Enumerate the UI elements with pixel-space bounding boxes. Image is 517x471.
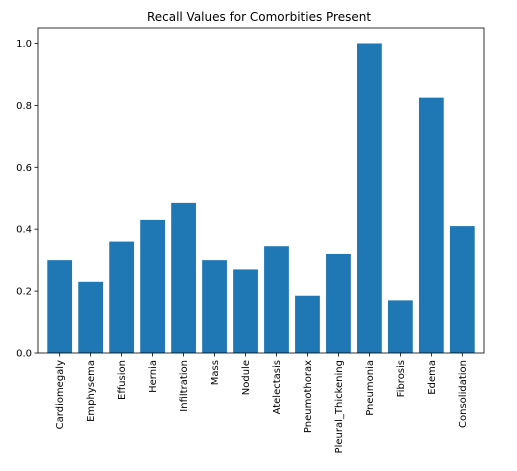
bar-emphysema: [78, 281, 104, 353]
bar-consolidation: [449, 226, 475, 353]
bar-effusion: [109, 241, 135, 353]
bar-pneumothorax: [295, 295, 320, 353]
bar-atelectasis: [264, 246, 289, 353]
x-tick-label: Mass: [210, 360, 221, 385]
bar-hernia: [140, 219, 165, 353]
x-tick-label: Infiltration: [179, 360, 190, 412]
x-tick-label: Cardiomegaly: [55, 360, 66, 429]
x-tick-label: Nodule: [241, 360, 252, 395]
bar-fibrosis: [387, 300, 413, 353]
bar-edema: [418, 97, 444, 353]
x-tick-label: Consolidation: [458, 360, 469, 428]
y-tick-label: 0.6: [16, 163, 32, 174]
bar-pleural-thickening: [326, 253, 351, 353]
bar-infiltration: [171, 202, 196, 353]
x-tick-label: Emphysema: [86, 360, 97, 422]
x-tick-label: Hernia: [148, 360, 159, 393]
x-tick-label: Effusion: [117, 360, 128, 400]
x-tick-label: Pleural_Thickening: [334, 360, 345, 453]
axes-layer: [37, 27, 485, 354]
x-tick-label: Fibrosis: [396, 360, 407, 397]
y-tick-label: 0.4: [16, 225, 32, 236]
y-tick-label: 0.2: [16, 287, 32, 298]
plot-frame: [37, 27, 485, 354]
x-tick-label: Edema: [427, 360, 438, 395]
bar-mass: [202, 260, 227, 353]
bars-layer: [47, 43, 475, 353]
bar-nodule: [233, 269, 258, 353]
bar-cardiomegaly: [47, 260, 73, 353]
x-tick-label: Pneumonia: [365, 360, 376, 416]
chart-title: Recall Values for Comorbities Present: [147, 10, 371, 24]
y-tick-label: 1.0: [16, 39, 32, 50]
y-tick-label: 0.8: [16, 101, 32, 112]
bar-pneumonia: [357, 43, 382, 353]
x-ticks-layer: Cardiomegaly Emphysema Effusion Hernia Infil…: [55, 353, 469, 453]
x-tick-label: Pneumothorax: [303, 360, 314, 433]
y-tick-label: 0.0: [16, 349, 32, 360]
x-tick-label: Atelectasis: [272, 360, 283, 414]
y-ticks-layer: 0.0 0.2 0.4 0.6 0.8 1.0: [16, 39, 38, 360]
